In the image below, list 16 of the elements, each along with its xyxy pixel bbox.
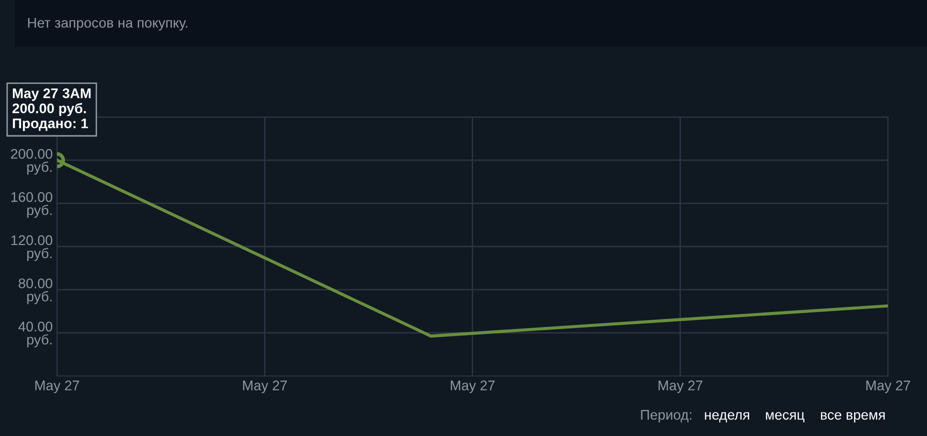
x-tick-label: May 27	[658, 380, 702, 394]
y-tick-label: 160.00 руб.	[11, 192, 52, 218]
x-tick-label: May 27	[35, 380, 80, 394]
x-tick-label: May 27	[243, 380, 287, 394]
x-tick-label: May 27	[450, 380, 495, 394]
y-tick-label: 40.00 руб.	[18, 322, 52, 348]
y-tick-label: 80.00 руб.	[18, 278, 52, 304]
x-tick-label: May 27	[866, 380, 910, 394]
text: Период:	[641, 410, 692, 422]
annotation: May 27 3AM 200.00 руб. Продано: 1	[12, 88, 91, 132]
text: месяц	[766, 412, 804, 422]
text: Нет запросов на покупку.	[28, 18, 188, 30]
y-tick-label: 200.00 руб.	[11, 148, 52, 175]
y-tick-label: 120.00 руб.	[11, 235, 52, 261]
text: все время	[820, 412, 885, 422]
text: неделя	[704, 412, 750, 422]
